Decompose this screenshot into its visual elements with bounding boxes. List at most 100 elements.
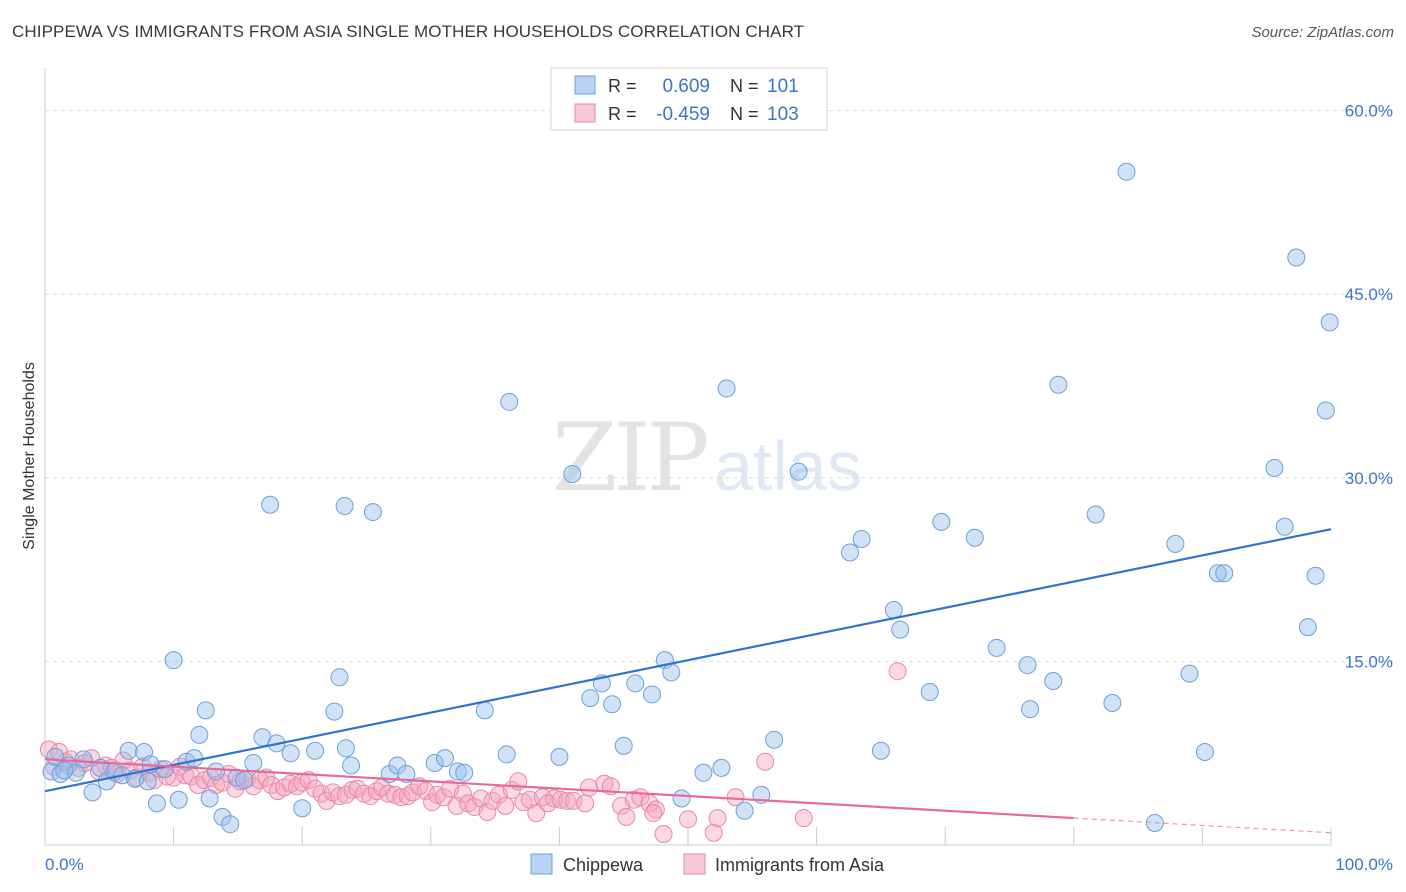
y-tick-label: 45.0%	[1345, 285, 1393, 304]
data-point-asia	[367, 782, 386, 801]
data-point-chippewa	[1215, 564, 1234, 583]
data-point-asia	[558, 791, 577, 810]
bottom-legend-swatch-asia	[683, 853, 706, 875]
data-point-chippewa	[425, 753, 444, 772]
data-point-chippewa	[185, 749, 204, 768]
data-point-chippewa	[1166, 534, 1185, 553]
data-point-chippewa	[363, 503, 382, 522]
data-point-chippewa	[500, 392, 519, 411]
chart-title: CHIPPEWA VS IMMIGRANTS FROM ASIA SINGLE …	[12, 22, 805, 41]
data-point-chippewa	[765, 730, 784, 749]
data-point-chippewa	[1086, 505, 1105, 524]
data-point-asia	[158, 767, 177, 786]
y-tick-labels: 15.0% 30.0% 45.0% 60.0%	[1345, 102, 1393, 672]
data-point-chippewa	[841, 543, 860, 562]
data-point-chippewa	[1298, 618, 1317, 637]
data-point-asia	[888, 662, 907, 681]
correlation-legend: R = 0.609 N = 101 R = -0.459 N = 103	[550, 67, 828, 131]
data-point-asia	[679, 810, 697, 829]
data-point-chippewa	[335, 496, 354, 515]
data-point-chippewa	[932, 512, 951, 531]
data-point-chippewa	[626, 674, 645, 693]
data-point-chippewa	[1320, 313, 1339, 332]
data-point-asia	[392, 788, 411, 807]
data-point-asia	[453, 784, 472, 803]
legend-r-label-2: R =	[608, 104, 637, 124]
data-point-chippewa	[891, 620, 910, 639]
data-point-chippewa	[1287, 248, 1306, 267]
series-immigrants-from-asia	[39, 662, 907, 843]
data-point-asia	[704, 823, 723, 842]
data-point-chippewa	[965, 528, 984, 547]
data-point-asia	[478, 802, 497, 821]
legend-r-value-chippewa: 0.609	[662, 76, 710, 97]
data-point-asia	[708, 809, 727, 828]
y-tick-label: 30.0%	[1345, 469, 1393, 488]
series-legend: Chippewa Immigrants from Asia	[530, 853, 885, 875]
data-point-chippewa	[293, 799, 312, 818]
gridlines	[45, 110, 1393, 662]
data-point-chippewa	[147, 794, 166, 813]
data-point-chippewa	[789, 462, 808, 481]
data-point-chippewa	[1117, 162, 1136, 181]
data-point-chippewa	[672, 789, 691, 808]
data-point-chippewa	[190, 725, 209, 744]
data-point-chippewa	[235, 771, 254, 790]
data-point-asia	[416, 782, 435, 801]
data-point-chippewa	[581, 689, 600, 708]
data-point-chippewa	[1044, 671, 1063, 690]
x-tick-label-max: 100.0%	[1335, 855, 1393, 874]
data-point-chippewa	[164, 651, 183, 670]
data-point-chippewa	[1195, 742, 1214, 761]
data-point-chippewa	[475, 701, 494, 720]
legend-r-value-asia: -0.459	[656, 104, 710, 125]
data-point-chippewa	[717, 379, 736, 398]
data-point-chippewa	[1180, 664, 1199, 683]
legend-n-value-chippewa: 101	[767, 76, 799, 97]
legend-swatch-chippewa	[574, 75, 596, 95]
data-point-asia	[756, 752, 775, 771]
data-point-asia	[39, 740, 58, 759]
data-point-chippewa	[1103, 694, 1122, 713]
data-point-chippewa	[1265, 459, 1284, 478]
data-point-chippewa	[1049, 375, 1068, 394]
data-point-chippewa	[694, 763, 713, 782]
data-point-chippewa	[74, 750, 93, 769]
trend-line-chippewa	[44, 528, 1332, 793]
data-point-chippewa	[55, 761, 74, 780]
data-point-chippewa	[200, 789, 219, 808]
data-point-asia	[654, 824, 673, 843]
data-point-chippewa	[397, 765, 416, 784]
data-point-chippewa	[1306, 566, 1325, 585]
data-point-chippewa	[563, 465, 582, 484]
data-point-asia	[398, 787, 417, 806]
bottom-legend-swatch-chippewa	[530, 853, 553, 875]
data-point-chippewa	[119, 741, 138, 760]
data-point-chippewa	[614, 736, 633, 755]
data-point-chippewa	[1021, 700, 1040, 719]
data-point-chippewa	[169, 790, 188, 809]
data-point-asia	[576, 794, 595, 813]
data-point-chippewa	[196, 701, 215, 720]
data-point-chippewa	[83, 783, 102, 802]
data-point-chippewa	[138, 772, 157, 791]
data-point-chippewa	[221, 815, 240, 834]
data-point-asia	[564, 791, 583, 810]
data-point-chippewa	[987, 638, 1006, 657]
y-tick-label: 60.0%	[1345, 102, 1393, 121]
data-point-chippewa	[207, 762, 226, 781]
data-point-asia	[527, 804, 546, 823]
data-point-chippewa	[336, 739, 355, 758]
data-point-asia	[496, 796, 515, 815]
data-point-asia	[551, 790, 570, 809]
trend-line-asia-extension	[1073, 817, 1332, 834]
data-point-chippewa	[1316, 401, 1335, 420]
data-point-asia	[288, 777, 307, 796]
x-axis-ticks	[173, 827, 1332, 845]
data-point-asia	[617, 807, 636, 826]
data-point-chippewa	[852, 530, 871, 548]
data-point-asia	[794, 809, 813, 828]
watermark-zip: ZIP	[552, 404, 706, 513]
data-point-chippewa	[213, 807, 232, 826]
